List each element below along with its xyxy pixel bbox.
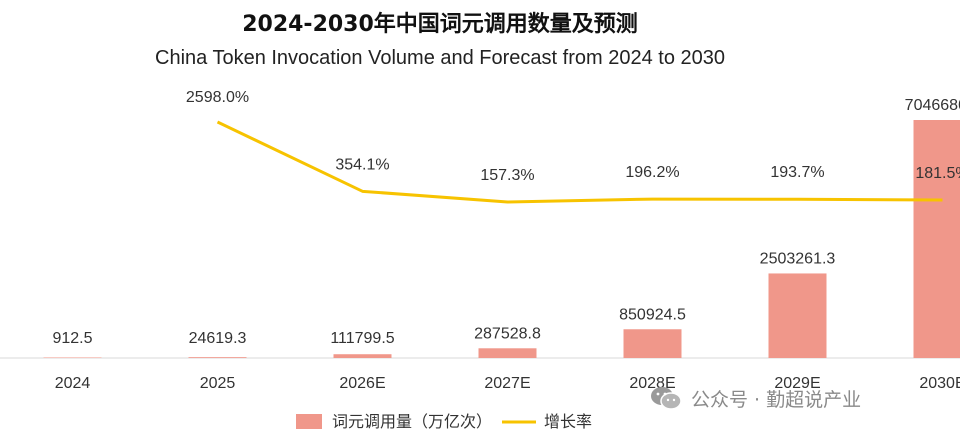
legend-bar-label: 词元调用量（万亿次） [332, 412, 492, 431]
x-tick-label-2030E: 2030E [919, 375, 960, 392]
bar-2030E [913, 120, 960, 358]
bar-value-label-2027E: 287528.8 [474, 325, 541, 342]
chart-subtitle: China Token Invocation Volume and Foreca… [155, 47, 725, 69]
x-tick-label-2025: 2025 [200, 375, 236, 392]
x-tick-label-2026E: 2026E [339, 375, 385, 392]
bar-2025 [188, 357, 247, 358]
watermark-text: 公众号 · 勤超说产业 [691, 388, 862, 411]
growth-rate-label-2027E: 157.3% [480, 167, 534, 184]
growth-rate-line [216, 120, 943, 204]
legend-line-label: 增长率 [544, 412, 592, 431]
bar-value-label-2025: 24619.3 [189, 330, 247, 347]
bar-2028E [623, 329, 682, 358]
growth-rate-label-2030E: 181.5% [915, 165, 960, 182]
x-tick-label-2027E: 2027E [484, 375, 530, 392]
growth-rate-label-2025: 2598.0% [186, 89, 249, 106]
bar-2027E [478, 348, 537, 358]
bar-2029E [768, 273, 827, 358]
x-tick-label-2029E: 2029E [774, 375, 820, 392]
x-tick-label-2024: 2024 [55, 375, 91, 392]
chart-title: 2024-2030年中国词元调用数量及预测 [242, 12, 638, 37]
growth-rate-label-2026E: 354.1% [335, 156, 389, 173]
legend-bar-swatch [296, 414, 322, 429]
bar-value-label-2026E: 111799.5 [330, 330, 394, 347]
wechat-icon [651, 387, 682, 410]
bar-value-label-2029E: 2503261.3 [760, 250, 836, 267]
growth-rate-label-2028E: 196.2% [625, 164, 679, 181]
bar-value-label-2024: 912.5 [52, 330, 92, 347]
growth-rate-label-2029E: 193.7% [770, 164, 824, 181]
bar-value-label-2030E: 7046680.4 [905, 97, 960, 114]
watermark: 公众号 · 勤超说产业 [649, 384, 861, 412]
bar-2024 [43, 357, 102, 358]
bar-value-label-2028E: 850924.5 [619, 306, 686, 323]
bar-2026E [333, 354, 392, 358]
